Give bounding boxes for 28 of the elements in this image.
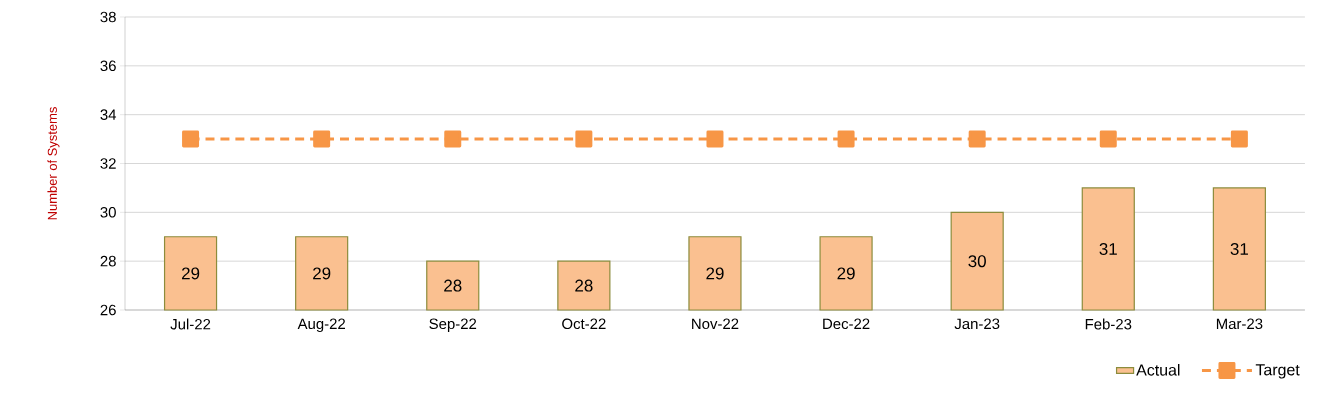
x-tick-label: Dec-22 — [823, 318, 870, 330]
y-tick-label: 34 — [100, 109, 117, 120]
data-label: 29 — [313, 267, 331, 280]
x-tick-label: Jan-23 — [954, 318, 1000, 330]
x-tick-label: Mar-23 — [1216, 318, 1263, 330]
data-label: 31 — [1230, 242, 1248, 255]
data-label: 28 — [575, 279, 593, 292]
legend-label: Target — [1255, 364, 1300, 379]
data-label: 29 — [837, 267, 855, 280]
x-tick-label: Oct-22 — [562, 318, 606, 330]
x-tick-label: Aug-22 — [297, 318, 345, 333]
y-axis-title: Number of Systems — [47, 107, 60, 220]
data-label: 28 — [444, 279, 462, 292]
y-tick-label: 26 — [100, 304, 116, 316]
x-tick-label: Sep-22 — [429, 318, 477, 333]
x-tick-label: Nov-22 — [692, 318, 739, 330]
data-label: 31 — [1099, 242, 1117, 255]
y-tick-label: 32 — [100, 158, 116, 169]
y-tick-label: 28 — [100, 255, 116, 267]
data-label: 30 — [968, 255, 986, 268]
data-label: 29 — [182, 267, 200, 280]
x-tick-label: Jul-22 — [170, 318, 211, 330]
y-tick-label: 38 — [100, 11, 116, 23]
y-tick-label: 36 — [100, 60, 116, 72]
data-label: 29 — [706, 267, 724, 280]
x-tick-label: Feb-23 — [1085, 318, 1132, 330]
legend-label: Actual — [1136, 364, 1180, 376]
y-tick-label: 30 — [100, 207, 116, 218]
